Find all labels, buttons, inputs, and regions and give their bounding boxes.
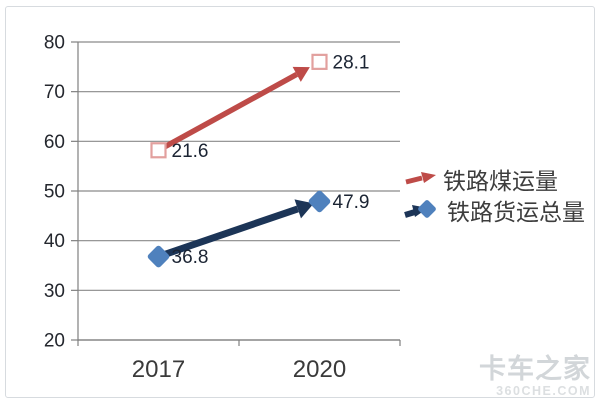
freight-marker xyxy=(147,245,170,268)
y-tick-label: 20 xyxy=(44,331,65,352)
watermark-url: 360CHE.COM xyxy=(496,383,591,398)
y-tick-label: 60 xyxy=(44,132,65,153)
coal-marker xyxy=(311,53,328,70)
y-tick-label: 40 xyxy=(44,231,65,252)
freight-data-label: 36.8 xyxy=(172,247,209,268)
legend: 铁路煤运量 铁路货运总量 xyxy=(403,163,585,225)
legend-item-freight: 铁路货运总量 xyxy=(403,194,585,225)
legend-label-freight: 铁路货运总量 xyxy=(447,198,585,225)
coal-arrowhead xyxy=(292,66,310,82)
freight-arrow-diamond-icon xyxy=(404,199,436,218)
image-border-frame xyxy=(5,6,595,398)
watermark-brand: 卡车之家 xyxy=(479,353,591,384)
freight-data-label: 47.9 xyxy=(333,192,370,213)
y-tick-label: 50 xyxy=(44,182,65,203)
x-tick-label: 2017 xyxy=(132,356,185,383)
coal-data-label: 21.6 xyxy=(172,141,209,162)
watermark: 卡车之家 360CHE.COM xyxy=(479,353,591,398)
coal-data-label: 28.1 xyxy=(333,52,370,73)
legend-label-coal: 铁路煤运量 xyxy=(443,167,558,194)
coal-marker xyxy=(150,142,167,159)
y-tick-label: 80 xyxy=(44,33,65,54)
freight-marker xyxy=(308,190,331,213)
legend-item-coal: 铁路煤运量 xyxy=(403,163,585,194)
y-tick-label: 70 xyxy=(44,82,65,103)
coal-series-line xyxy=(157,71,299,153)
x-tick-label: 2020 xyxy=(293,356,346,383)
freight-series-line xyxy=(157,205,299,260)
y-tick-label: 30 xyxy=(44,281,65,302)
freight-arrowhead xyxy=(294,199,314,219)
coal-arrow-icon xyxy=(405,171,436,184)
